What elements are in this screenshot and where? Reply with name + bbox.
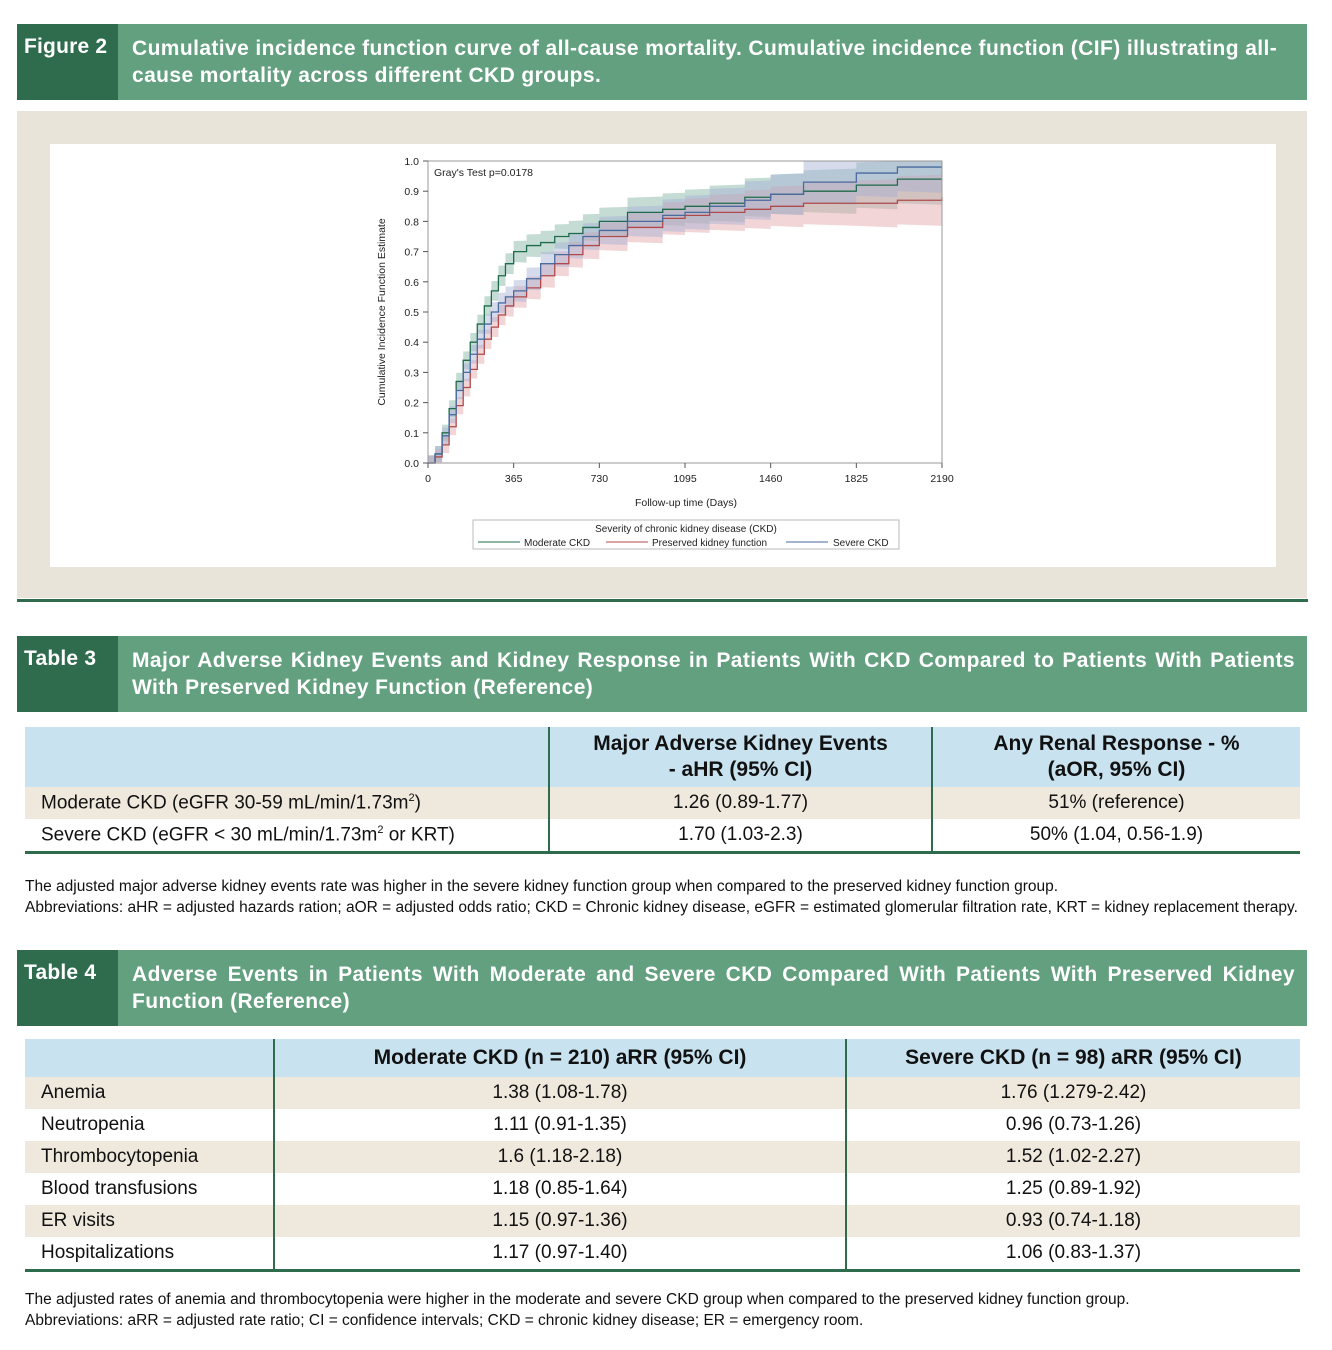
- table4-caption-bar: Table 4 Adverse Events in Patients With …: [17, 950, 1307, 1026]
- table3-cell: 1.70 (1.03-2.3): [548, 819, 932, 854]
- table-row: Moderate CKD (eGFR 30-59 mL/min/1.73m2) …: [25, 787, 1300, 819]
- table4-row-label: Thrombocytopenia: [25, 1141, 274, 1173]
- table4-note-summary: The adjusted rates of anemia and thrombo…: [25, 1291, 1130, 1308]
- y-tick-label: 1.0: [404, 156, 419, 168]
- legend-label-severe-ckd: Severe CKD: [833, 538, 889, 549]
- table-row: Severe CKD (eGFR < 30 mL/min/1.73m2 or K…: [25, 819, 1300, 854]
- y-tick-label: 0.8: [404, 216, 419, 228]
- table-row: Thrombocytopenia 1.6 (1.18-2.18) 1.52 (1…: [25, 1141, 1300, 1173]
- y-tick-label: 0.2: [404, 398, 419, 410]
- x-tick-label: 0: [425, 473, 431, 485]
- y-tick-label: 0.4: [404, 337, 419, 349]
- table4-row-label: Neutropenia: [41, 1114, 145, 1135]
- table3-notes: The adjusted major adverse kidney events…: [25, 876, 1298, 918]
- table4-cell: 1.17 (0.97-1.40): [273, 1237, 846, 1272]
- table3-cell: 1.26 (0.89-1.77): [548, 787, 932, 819]
- table3: Major Adverse Kidney Events - aHR (95% C…: [25, 727, 1300, 854]
- figure-caption: Cumulative incidence function curve of a…: [132, 37, 1278, 87]
- table4-cell: 1.06 (0.83-1.37): [845, 1237, 1300, 1272]
- x-axis-label: Follow-up time (Days): [635, 497, 737, 509]
- cif-chart: 0 365 730 1095 1460 1825 2190 0.0 0.1 0.2 0.3 0.4 0.…: [376, 156, 954, 550]
- table3-header-renal-response: Any Renal Response - % (aOR, 95% CI): [931, 727, 1300, 787]
- table4-header-severe: Severe CKD (n = 98) aRR (95% CI): [845, 1039, 1300, 1077]
- y-tick-label: 0.7: [404, 247, 419, 259]
- table3-note-abbreviations: Abbreviations: aHR = adjusted hazards ra…: [25, 899, 1298, 916]
- x-tick-label: 2190: [930, 473, 954, 485]
- table3-cell: 51% (reference): [931, 787, 1300, 819]
- y-tick-label: 0.3: [404, 367, 419, 379]
- figure-bottom-rule: [17, 599, 1308, 602]
- chart-legend: Severity of chronic kidney disease (CKD)…: [472, 519, 900, 550]
- y-tick-label: 0.5: [404, 307, 419, 319]
- table-row: Neutropenia 1.11 (0.91-1.35) 0.96 (0.73-…: [25, 1109, 1300, 1141]
- grays-test-annotation: Gray's Test p=0.0178: [434, 167, 533, 179]
- table4-cell: 1.25 (0.89-1.92): [845, 1173, 1300, 1205]
- table4-label: Table 4: [17, 950, 118, 1026]
- table4-cell: 1.52 (1.02-2.27): [845, 1141, 1300, 1173]
- y-tick-label: 0.1: [404, 428, 419, 440]
- x-tick-label: 1460: [759, 473, 783, 485]
- ci-band-preserved-kidney-function: [428, 171, 942, 463]
- table4-cell: 0.96 (0.73-1.26): [845, 1109, 1300, 1141]
- figure-label: Figure 2: [17, 24, 118, 100]
- table4-cell: 0.93 (0.74-1.18): [845, 1205, 1300, 1237]
- table4-cell: 1.76 (1.279-2.42): [845, 1077, 1300, 1109]
- legend-label-moderate-ckd: Moderate CKD: [524, 538, 590, 549]
- table4-row-label: ER visits: [25, 1205, 274, 1237]
- table4-row-label: Anemia: [25, 1077, 274, 1109]
- table4-notes: The adjusted rates of anemia and thrombo…: [25, 1289, 1130, 1331]
- series-line-severe-ckd: [428, 166, 942, 464]
- table3-header-label: [25, 727, 549, 787]
- ci-band-severe-ckd: [428, 161, 942, 463]
- legend-label-preserved: Preserved kidney function: [652, 538, 767, 549]
- table4-row-label: Hospitalizations: [25, 1237, 274, 1272]
- x-tick-label: 365: [505, 473, 523, 485]
- table4-header-label: [25, 1039, 274, 1077]
- table3-row-label: Moderate CKD (eGFR 30-59 mL/min/1.73m2): [25, 787, 549, 819]
- table3-cell: 50% (1.04, 0.56-1.9): [931, 819, 1300, 854]
- table4-cell: 1.15 (0.97-1.36): [273, 1205, 846, 1237]
- table-row: ER visits 1.15 (0.97-1.36) 0.93 (0.74-1.…: [25, 1205, 1300, 1237]
- y-axis-label: Cumulative Incidence Function Estimate: [376, 218, 388, 405]
- table3-label: Table 3: [17, 636, 118, 712]
- table4-cell: 1.18 (0.85-1.64): [273, 1173, 846, 1205]
- table4-note-abbreviations: Abbreviations: aRR = adjusted rate ratio…: [25, 1312, 864, 1329]
- x-tick-label: 730: [591, 473, 609, 485]
- y-tick-label: 0.6: [404, 277, 419, 289]
- figure-canvas: 0 365 730 1095 1460 1825 2190 0.0 0.1 0.2 0.3 0.4 0.…: [50, 144, 1276, 567]
- figure-caption-bar: Figure 2 Cumulative incidence function c…: [17, 24, 1307, 100]
- y-tick-label: 0.9: [404, 186, 419, 198]
- x-tick-label: 1825: [845, 473, 869, 485]
- table-row: Anemia 1.38 (1.08-1.78) 1.76 (1.279-2.42…: [25, 1077, 1300, 1109]
- table4-cell: 1.6 (1.18-2.18): [273, 1141, 846, 1173]
- x-tick-label: 1095: [673, 473, 697, 485]
- legend-title: Severity of chronic kidney disease (CKD): [595, 524, 777, 535]
- table3-caption-bar: Table 3 Major Adverse Kidney Events and …: [17, 636, 1307, 712]
- table4-cell: 1.11 (0.91-1.35): [273, 1109, 846, 1141]
- table3-caption: Major Adverse Kidney Events and Kidney R…: [132, 649, 1295, 699]
- table3-header-make: Major Adverse Kidney Events - aHR (95% C…: [548, 727, 932, 787]
- table3-row-label: Severe CKD (eGFR < 30 mL/min/1.73m2 or K…: [25, 819, 549, 854]
- table3-note-summary: The adjusted major adverse kidney events…: [25, 878, 1059, 895]
- table-row: Hospitalizations 1.17 (0.97-1.40) 1.06 (…: [25, 1237, 1300, 1272]
- table4-caption: Adverse Events in Patients With Moderate…: [132, 963, 1295, 1013]
- figure-panel: 0 365 730 1095 1460 1825 2190 0.0 0.1 0.2 0.3 0.4 0.…: [17, 111, 1307, 598]
- table4-cell: 1.38 (1.08-1.78): [273, 1077, 846, 1109]
- table-row: Blood transfusions 1.18 (0.85-1.64) 1.25…: [25, 1173, 1300, 1205]
- table4: Moderate CKD (n = 210) aRR (95% CI) Seve…: [25, 1039, 1300, 1272]
- y-tick-label: 0.0: [404, 458, 419, 470]
- table4-header-moderate: Moderate CKD (n = 210) aRR (95% CI): [273, 1039, 846, 1077]
- series-line-preserved-kidney-function: [428, 197, 943, 464]
- table4-row-label: Blood transfusions: [41, 1178, 198, 1199]
